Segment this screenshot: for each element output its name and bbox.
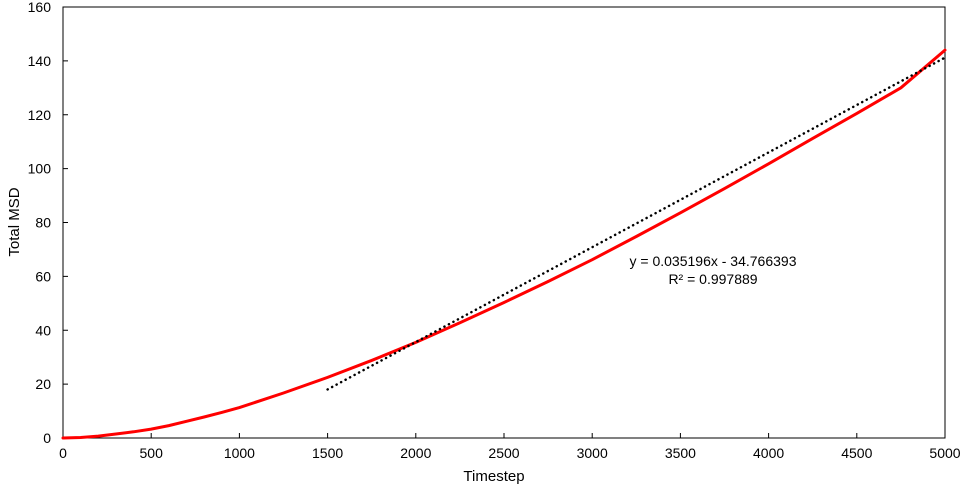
plot-area (62, 6, 946, 439)
trendline-equation: y = 0.035196x - 34.766393 (630, 253, 797, 269)
y-tick-label-3: 60 (35, 268, 51, 284)
y-tick-label-0: 0 (43, 430, 51, 446)
x-tick-label-6: 3000 (577, 445, 608, 461)
x-tick-label-4: 2000 (400, 445, 431, 461)
y-tick-label-8: 160 (28, 0, 52, 15)
y-tick-label-2: 40 (35, 322, 51, 338)
y-tick-label-1: 20 (35, 376, 51, 392)
x-tick-label-3: 1500 (312, 445, 343, 461)
x-tick-label-7: 3500 (665, 445, 696, 461)
x-tick-label-8: 4000 (753, 445, 784, 461)
x-tick-label-1: 500 (140, 445, 164, 461)
x-tick-label-10: 5000 (929, 445, 960, 461)
msd-series-line (61, 48, 947, 440)
series-layer (61, 48, 947, 440)
x-tick-label-9: 4500 (841, 445, 872, 461)
x-axis-title: Timestep (463, 468, 524, 485)
y-tick-label-4: 80 (35, 215, 51, 231)
tick-labels: 0 500 1000 1500 2000 2500 3000 3500 4000 4500 5000… (28, 0, 961, 461)
y-tick-label-6: 120 (28, 107, 52, 123)
x-tick-label-0: 0 (59, 445, 67, 461)
y-axis-title: Total MSD (6, 187, 23, 256)
linear-trendline (326, 56, 947, 391)
x-tick-label-2: 1000 (224, 445, 255, 461)
x-tick-label-5: 2500 (488, 445, 519, 461)
trendline-r-squared: R² = 0.997889 (668, 271, 757, 287)
y-tick-label-7: 140 (28, 53, 52, 69)
y-tick-label-5: 100 (28, 161, 52, 177)
